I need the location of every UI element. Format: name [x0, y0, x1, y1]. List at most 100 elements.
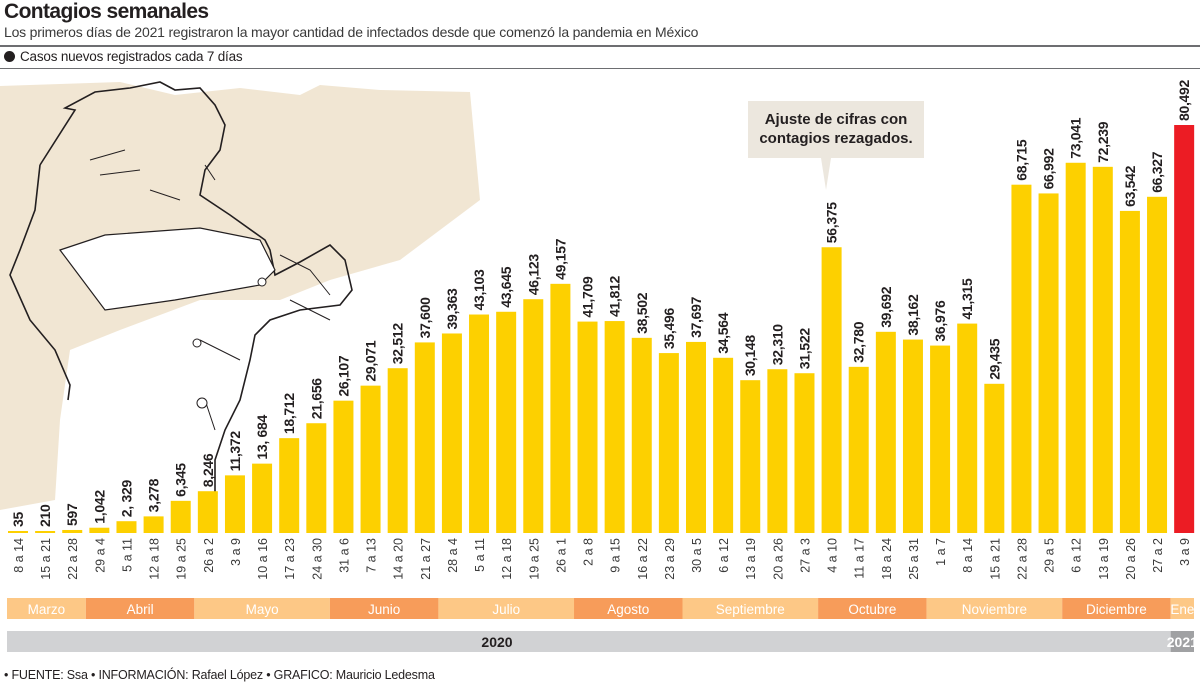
x-tick-label: 12 a 18: [148, 538, 162, 580]
x-tick-label: 13 a 19: [744, 538, 758, 580]
value-label: 210: [37, 504, 53, 527]
value-label: 73,041: [1068, 117, 1084, 159]
x-tick-label: 29 a 5: [1043, 538, 1057, 573]
year-label: 2020: [481, 634, 512, 650]
x-tick-label: 1 a 7: [934, 538, 948, 566]
bar: [197, 491, 218, 533]
chart-title: Contagios semanales: [4, 0, 209, 23]
value-label: 32,310: [769, 324, 785, 366]
bar: [794, 373, 815, 533]
illustration-outline: [9, 81, 353, 505]
bar: [469, 314, 490, 533]
value-label: 32,780: [851, 321, 867, 363]
month-label: Agosto: [607, 602, 649, 617]
bar: [984, 383, 1005, 533]
x-tick-label: 2 a 8: [582, 538, 596, 566]
x-tick-label: 29 a 4: [93, 538, 107, 573]
x-tick-label: 19 a 25: [527, 538, 541, 580]
value-label: 13, 684: [254, 415, 270, 460]
bar: [767, 369, 788, 533]
x-tick-label: 11 a 17: [853, 538, 867, 579]
x-tick-label: 12 a 18: [500, 538, 514, 580]
x-tick-label: 8 a 14: [12, 538, 26, 573]
value-label: 8,246: [200, 453, 216, 487]
x-tick-label: 8 a 14: [961, 538, 975, 573]
x-tick-label: 6 a 12: [717, 538, 731, 573]
month-band: [329, 598, 439, 619]
bar: [902, 339, 923, 533]
x-tick-label: 24 a 30: [310, 538, 324, 580]
bar: [414, 342, 435, 533]
year-band: [1170, 631, 1194, 652]
value-label: 80,492: [1176, 79, 1192, 121]
bar: [62, 529, 83, 533]
value-label: 41,709: [580, 276, 596, 318]
value-label: 49,157: [552, 238, 568, 280]
bar: [143, 516, 164, 533]
illustration-button: [196, 397, 208, 409]
bar: [496, 311, 517, 533]
x-tick-label: 14 a 20: [392, 538, 406, 580]
bar: [1119, 210, 1140, 533]
value-label: 41,812: [607, 276, 623, 318]
x-tick-label: 25 a 31: [907, 538, 921, 580]
bar: [360, 385, 381, 533]
chart-subtitle: Los primeros días de 2021 registraron la…: [4, 24, 699, 40]
value-label: 2, 329: [118, 480, 134, 518]
month-band: [438, 598, 575, 619]
value-label: 72,239: [1095, 121, 1111, 163]
x-tick-label: 22 a 28: [66, 538, 80, 580]
x-tick-label: 22 a 28: [1015, 538, 1029, 580]
month-label: Noviembre: [962, 602, 1027, 617]
illustration-arm: [59, 227, 276, 311]
bar: [1011, 184, 1032, 534]
x-tick-label: 5 a 11: [120, 538, 134, 572]
value-label: 35: [10, 512, 26, 527]
value-label: 43,645: [498, 266, 514, 308]
value-label: 29,435: [986, 338, 1002, 380]
bar: [848, 366, 869, 533]
x-tick-label: 20 a 26: [1124, 538, 1138, 580]
value-label: 32,512: [390, 323, 406, 365]
bar: [604, 321, 625, 533]
x-tick-label: 9 a 15: [609, 538, 623, 573]
callout-pointer: [821, 158, 831, 190]
x-tick-label: 19 a 25: [175, 538, 189, 580]
month-label: Julio: [492, 602, 520, 617]
month-label: Octubre: [848, 602, 896, 617]
value-label: 43,103: [471, 269, 487, 311]
value-label: 35,496: [661, 308, 677, 350]
x-tick-label: 10 a 16: [256, 538, 270, 580]
x-tick-label: 28 a 4: [446, 538, 460, 573]
footer-credits: • FUENTE: Ssa • INFORMACIÓN: Rafael Lópe…: [4, 668, 435, 682]
x-tick-label: 20 a 26: [771, 538, 785, 580]
month-label: Mayo: [246, 602, 279, 617]
callout-line-2: contagios rezagados.: [759, 130, 913, 147]
value-label: 30,148: [742, 335, 758, 377]
legend-label: Casos nuevos registrados cada 7 días: [20, 49, 243, 64]
x-tick-label: 4 a 10: [826, 538, 840, 573]
bar: [1065, 162, 1086, 533]
x-tick-label: 23 a 29: [663, 538, 677, 580]
month-label: Septiembre: [716, 602, 785, 617]
bar: [713, 357, 734, 533]
value-label: 56,375: [824, 202, 840, 244]
bar: [957, 323, 978, 533]
value-label: 38,502: [634, 292, 650, 334]
value-label: 11,372: [227, 431, 243, 472]
value-label: 36,976: [932, 300, 948, 342]
illustration-sneezing-man: [0, 81, 480, 510]
illustration-detail: [89, 149, 331, 431]
value-label: 66,992: [1041, 148, 1057, 190]
value-label: 3,278: [146, 478, 162, 512]
month-band: [85, 598, 195, 619]
bar: [35, 531, 56, 533]
month-label: Junio: [368, 602, 400, 617]
value-label: 6,345: [173, 463, 189, 497]
value-label: 37,697: [688, 296, 704, 338]
bar: [1038, 193, 1059, 534]
legend-dot-icon: [4, 51, 15, 62]
bar: [441, 333, 462, 533]
month-band: [682, 598, 819, 619]
value-label: 41,315: [959, 278, 975, 320]
